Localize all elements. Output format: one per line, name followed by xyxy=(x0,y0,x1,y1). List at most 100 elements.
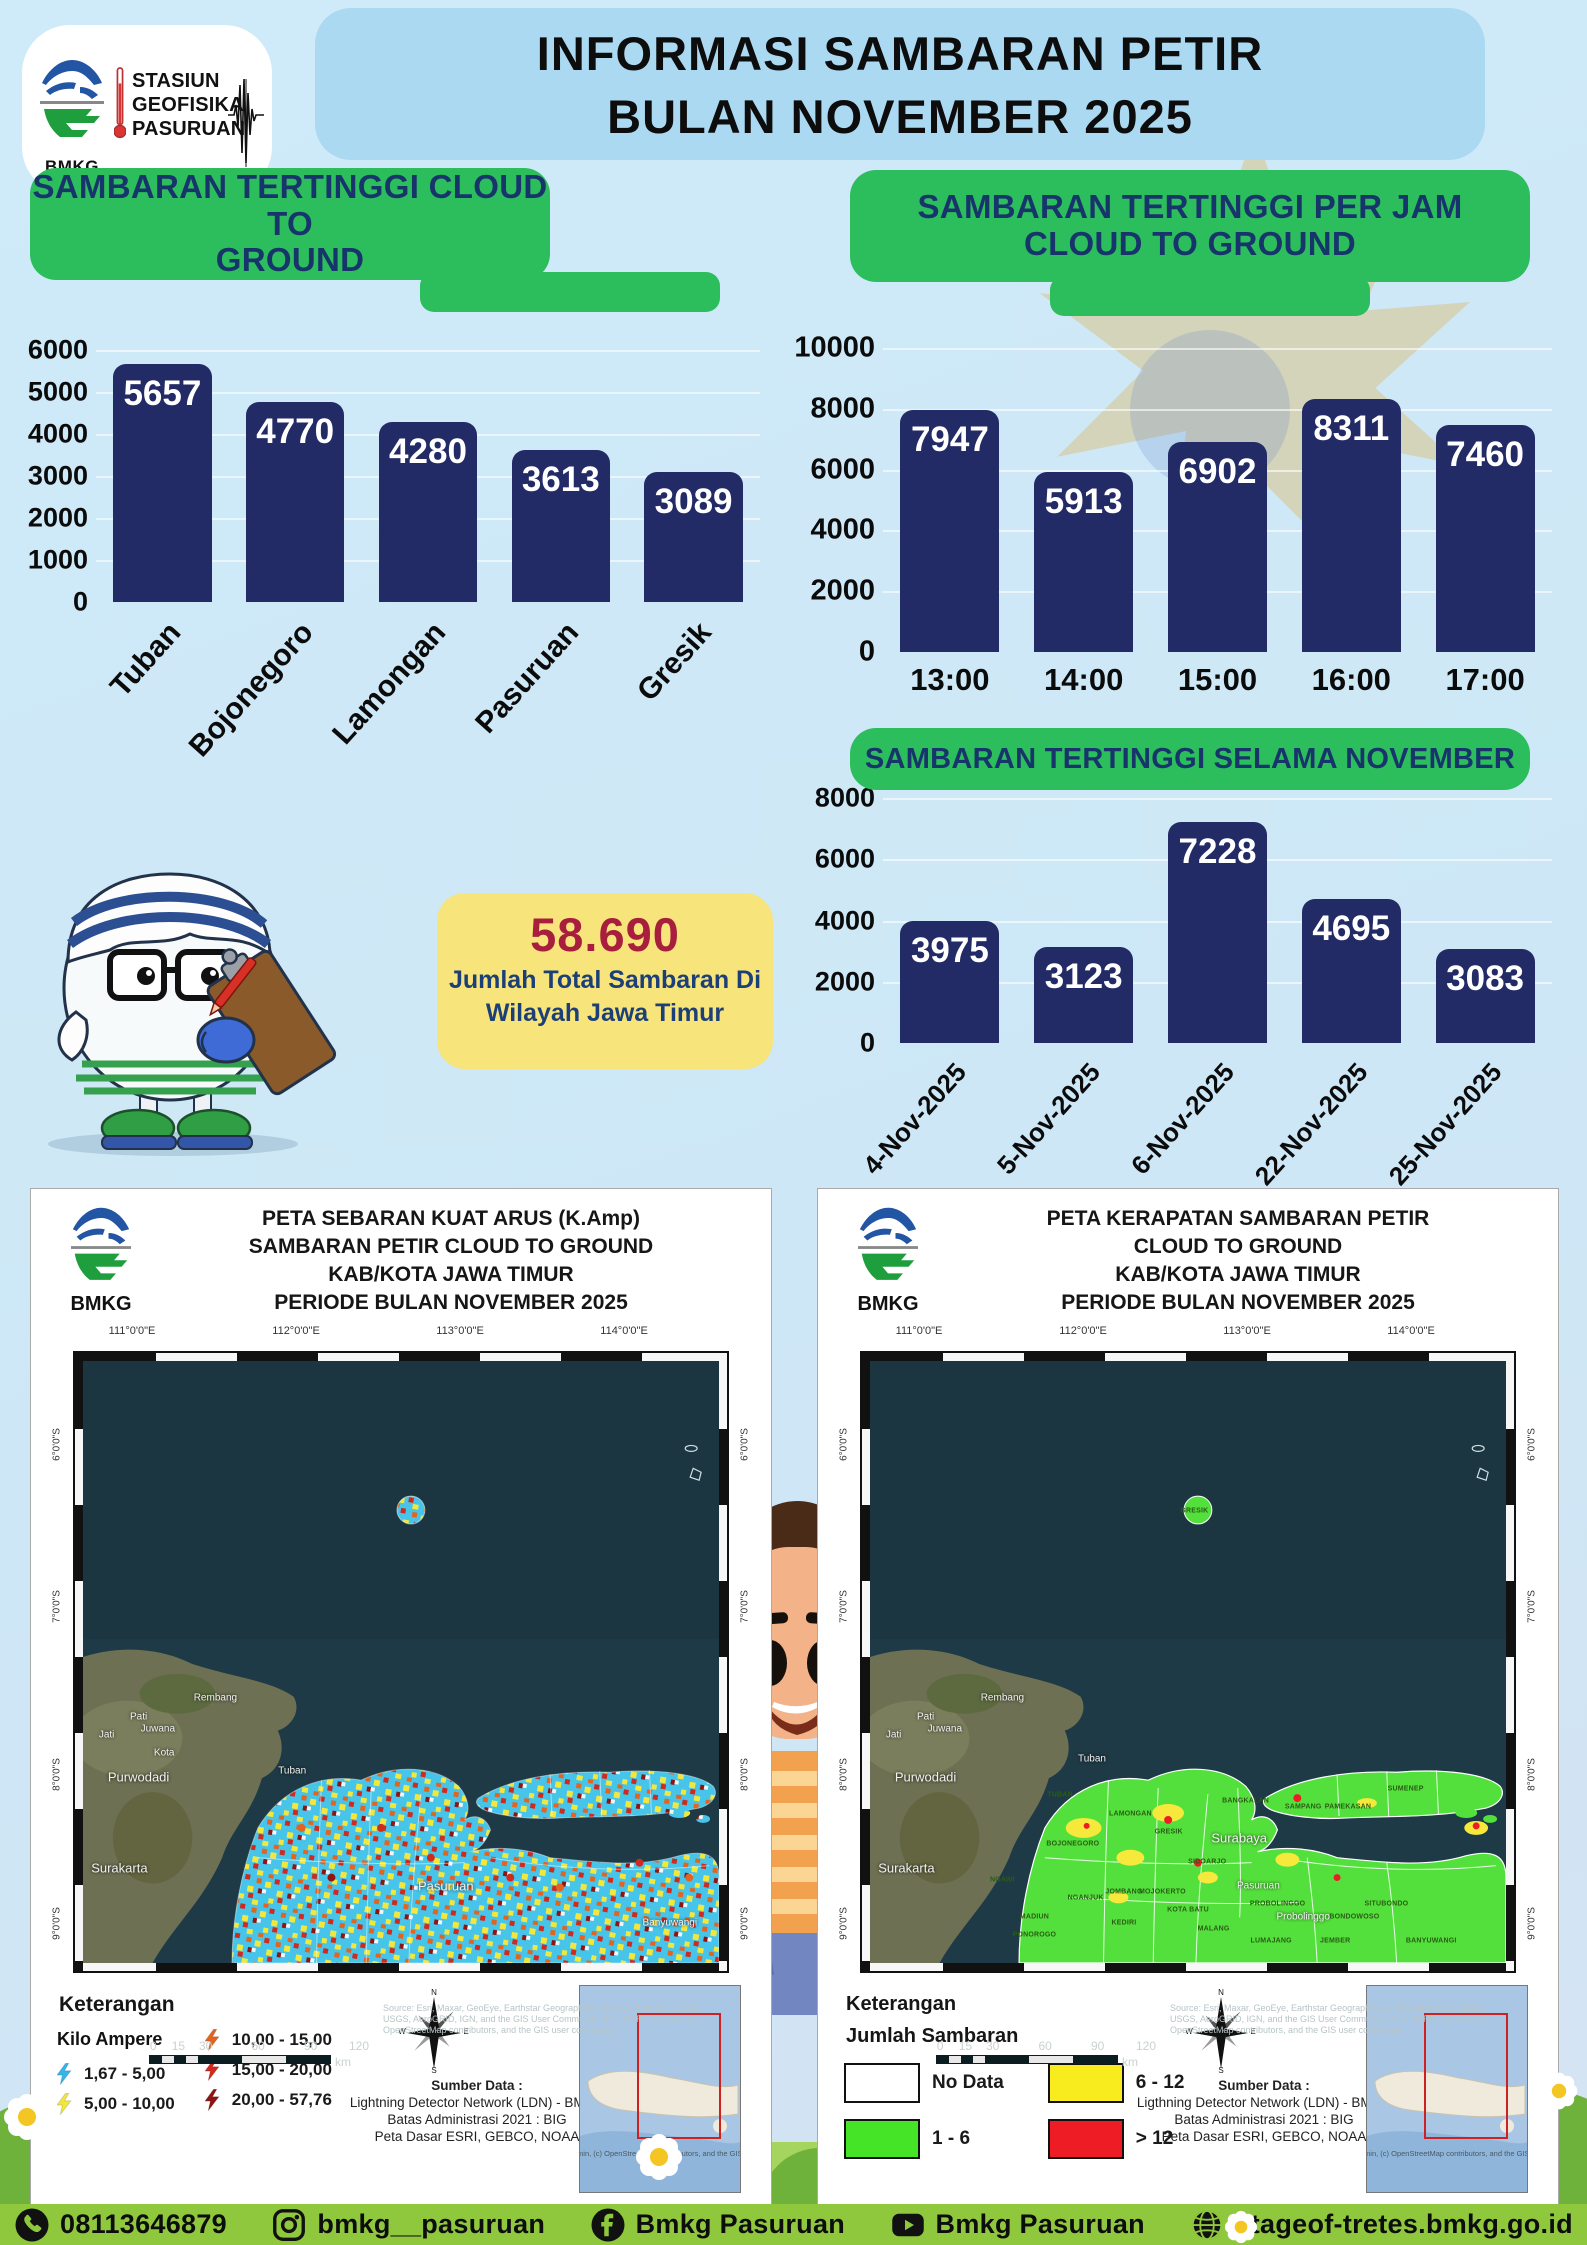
svg-text:N: N xyxy=(1218,1988,1224,1997)
x-tick-label: 16:00 xyxy=(1311,662,1391,697)
y-tick-label: 0 xyxy=(858,635,875,668)
bmkg-logo-icon xyxy=(38,57,106,145)
gridline xyxy=(883,798,1552,800)
map-current-distribution xyxy=(83,1361,719,1963)
bmkg-word: BMKG xyxy=(857,1293,919,1315)
phone-icon xyxy=(14,2207,50,2243)
lat-label: 9°0'0"S xyxy=(1526,1907,1538,1941)
chart-title-line: SAMBARAN TERTINGGI PER JAM xyxy=(917,188,1463,226)
seismogram-icon xyxy=(228,78,264,167)
x-tick-label: 5-Nov-2025 xyxy=(990,1057,1106,1181)
station-name: STASIUN GEOFISIKA PASURUAN xyxy=(132,70,246,140)
lon-label: 111°0'0"E xyxy=(108,1325,156,1337)
bar-17:00: 7460 xyxy=(1435,425,1535,652)
x-tick-label: 15:00 xyxy=(1177,662,1258,697)
bar-value-label: 6902 xyxy=(1178,452,1257,492)
map-title: PETA SEBARAN KUAT ARUS (K.Amp) SAMBARAN P… xyxy=(171,1205,731,1317)
lon-label: 112°0'0"E xyxy=(1059,1325,1107,1337)
total-strikes-label-line1: Jumlah Total Sambaran Di xyxy=(448,966,762,994)
map-title-line: PETA SEBARAN KUAT ARUS (K.Amp) xyxy=(262,1207,640,1230)
legend-subheading: Kilo Ampere xyxy=(57,2029,163,2049)
lat-label: 9°0'0"S xyxy=(838,1907,850,1941)
instagram-icon xyxy=(271,2207,307,2243)
lightning-bolt-icon xyxy=(57,2093,72,2115)
legend-swatch xyxy=(1047,2063,1124,2103)
data-source-block: Sumber Data : Lightning Detector Network … xyxy=(327,2077,627,2145)
thermometer-icon xyxy=(114,67,126,139)
legend-heading: Keterangan xyxy=(59,1993,175,2016)
bar-14:00: 5913 xyxy=(1034,472,1134,652)
contact-footer: 08113646879 bmkg__pasuruan Bmkg Pasuruan Bm… xyxy=(0,2204,1587,2245)
footer-contact-facebook[interactable]: Bmkg Pasuruan xyxy=(590,2207,845,2243)
map-card-current-distribution: BMKG PETA SEBARAN KUAT ARUS (K.Amp) SAMBA… xyxy=(30,1188,772,2210)
bar-5-Nov-2025: 3123 xyxy=(1034,947,1134,1043)
x-tick-label: Gresik xyxy=(631,616,719,708)
footer-contact-label: Bmkg Pasuruan xyxy=(935,2209,1145,2239)
inset-map: Esri, HERE, Garmin, (c) OpenStreetMap co… xyxy=(1366,1985,1528,2193)
svg-text:W: W xyxy=(399,2027,406,2036)
bmkg-word: BMKG xyxy=(70,1293,132,1315)
bar-value-label: 3123 xyxy=(1044,957,1123,997)
bar-value-label: 4695 xyxy=(1312,909,1391,949)
bar-value-label: 5657 xyxy=(123,374,202,414)
bar-6-Nov-2025: 7228 xyxy=(1167,821,1267,1043)
y-tick-label: 3000 xyxy=(27,460,88,491)
legend-row: 6 - 12 xyxy=(1047,2063,1184,2103)
lightning-bolt-icon xyxy=(204,2089,220,2111)
lat-label: 6°0'0"S xyxy=(739,1428,751,1462)
map-title-line: SAMBARAN PETIR CLOUD TO GROUND xyxy=(248,1235,654,1258)
y-tick-label: 10000 xyxy=(794,331,875,364)
svg-text:S: S xyxy=(431,2066,436,2075)
legend-row: 5,00 - 10,00 xyxy=(57,2093,175,2115)
footer-contact-instagram[interactable]: bmkg__pasuruan xyxy=(271,2207,545,2243)
bar-Pasuruan: 3613 xyxy=(511,450,610,602)
compass-icon: N S W E xyxy=(1186,1988,1256,2075)
bar-Bojonegoro: 4770 xyxy=(246,401,345,602)
x-tick-label: 4-Nov-2025 xyxy=(857,1057,973,1181)
x-tick-label: Bojonegoro xyxy=(182,616,320,764)
legend-swatch xyxy=(844,2119,920,2159)
y-axis: 10000 8000 6000 4000 2000 0 xyxy=(794,332,883,668)
chart-title: SAMBARAN TERTINGGI CLOUD TO GROUND xyxy=(30,168,550,280)
bmkg-mascot xyxy=(48,872,337,1156)
footer-contact-youtube[interactable]: Bmkg Pasuruan xyxy=(890,2207,1145,2243)
map-scale-bar: 0 15 30 60 90 120 km xyxy=(149,2039,370,2069)
lat-label: 7°0'0"S xyxy=(838,1589,850,1623)
bmkg-logo-icon xyxy=(69,1204,133,1288)
x-tick-label: 17:00 xyxy=(1445,662,1525,697)
map-title-line: KAB/KOTA JAWA TIMUR xyxy=(1115,1263,1361,1286)
y-tick-label: 4000 xyxy=(810,513,875,546)
lat-label: 7°0'0"S xyxy=(1526,1589,1538,1623)
map-title: PETA KERAPATAN SAMBARAN PETIR CLOUD TO GR… xyxy=(958,1205,1518,1317)
y-tick-label: 6000 xyxy=(27,334,88,365)
footer-contact-label: stageof-tretes.bmkg.go.id xyxy=(1235,2209,1573,2239)
map-legend-zone: Keterangan Jumlah Sambaran No Data 1 - 6 6… xyxy=(818,1985,1558,2203)
bar-Tuban: 5657 xyxy=(113,364,212,602)
y-tick-label: 8000 xyxy=(810,392,875,425)
daisy-flower xyxy=(1234,2220,1248,2234)
main-title-line2: BULAN NOVEMBER 2025 xyxy=(607,90,1193,143)
legend-row: 10,00 - 15,00 xyxy=(204,2029,332,2051)
map-title-line: PETA KERAPATAN SAMBARAN PETIR xyxy=(1046,1207,1430,1230)
gridline xyxy=(96,392,760,394)
svg-text:S: S xyxy=(1218,2066,1223,2075)
x-tick-label: 13:00 xyxy=(910,662,990,697)
total-strikes-card: 58.690 Jumlah Total Sambaran Di Wilayah … xyxy=(437,893,773,1069)
bar-value-label: 3975 xyxy=(910,931,989,971)
chart-title-line: SAMBARAN TERTINGGI CLOUD TO xyxy=(32,167,548,242)
y-axis: 8000 6000 4000 2000 0 xyxy=(795,783,883,1058)
footer-contact-globe[interactable]: stageof-tretes.bmkg.go.id xyxy=(1189,2207,1573,2243)
chart-title: SAMBARAN TERTINGGI SELAMA NOVEMBER xyxy=(850,728,1530,790)
lat-label: 6°0'0"S xyxy=(51,1428,63,1462)
bar-value-label: 3083 xyxy=(1446,958,1525,998)
lon-label: 111°0'0"E xyxy=(895,1325,943,1337)
map-strike-density xyxy=(870,1361,1506,1963)
svg-text:W: W xyxy=(1186,2027,1193,2036)
data-source-block: Sumber Data : Ligthning Detector Network … xyxy=(1114,2077,1414,2145)
footer-contact-phone[interactable]: 08113646879 xyxy=(14,2207,227,2243)
facebook-icon xyxy=(590,2207,626,2243)
sumber-line: Peta Dasar ESRI, GEBCO, NOAA xyxy=(1161,2129,1367,2144)
bar-value-label: 4770 xyxy=(256,411,335,451)
lat-label: 6°0'0"S xyxy=(838,1428,850,1462)
longitude-labels: 111°0'0"E 112°0'0"E 113°0'0"E 114°0'0"E xyxy=(73,1325,729,1345)
